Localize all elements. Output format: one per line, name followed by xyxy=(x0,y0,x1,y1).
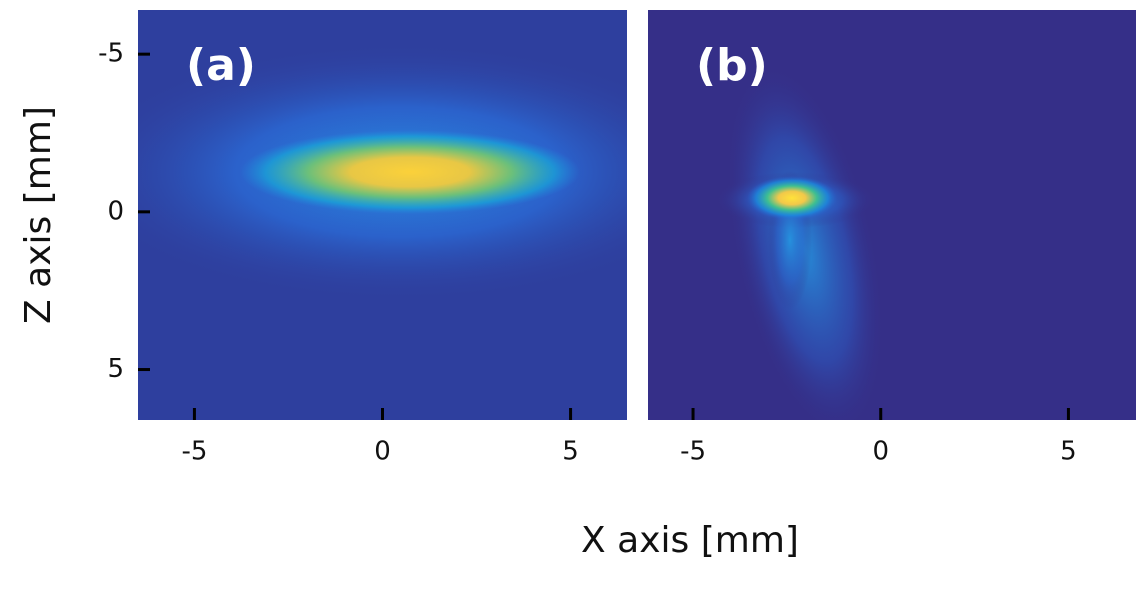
y-tick-label: 5 xyxy=(107,354,124,384)
x-tick-label: 0 xyxy=(374,437,391,467)
y-tick-label: 0 xyxy=(107,196,124,226)
x-tick-label: -5 xyxy=(181,437,207,467)
panel-label: (a) xyxy=(186,40,256,91)
panel-a-image xyxy=(138,10,627,420)
x-tick-label: 5 xyxy=(562,437,579,467)
x-tick-label: -5 xyxy=(680,437,706,467)
x-axis-label: X axis [mm] xyxy=(581,520,799,561)
panel-b-image xyxy=(648,10,1136,420)
x-tick-label: 5 xyxy=(1060,437,1077,467)
y-axis-label: Z axis [mm] xyxy=(18,106,59,324)
panel-label: (b) xyxy=(696,40,768,91)
y-tick-label: -5 xyxy=(98,39,124,69)
x-tick-label: 0 xyxy=(872,437,889,467)
